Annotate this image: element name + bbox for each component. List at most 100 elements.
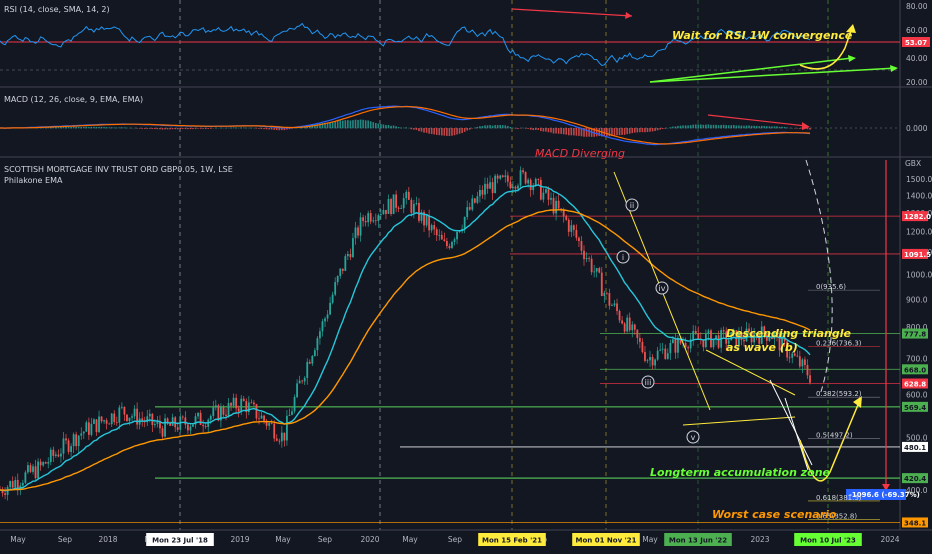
triangle-annotation[interactable]: as wave (b) [726, 341, 798, 354]
candle-body [60, 454, 62, 457]
candle-body [309, 362, 311, 364]
macd-histogram-bar [101, 127, 103, 128]
candle-body [677, 338, 679, 353]
candle-body [451, 242, 453, 248]
candle-body [568, 220, 570, 232]
candle-body [118, 407, 120, 422]
rsi-tick: 80.00 [906, 2, 928, 11]
candle-body [273, 424, 275, 439]
macd-histogram-bar [230, 128, 232, 129]
price-tick: 600.0 [906, 391, 928, 400]
candle-body [649, 357, 651, 360]
currency-label: GBX [905, 159, 921, 168]
macd-histogram-bar [512, 128, 514, 129]
candle-body [446, 241, 448, 246]
candle-body [517, 186, 519, 189]
candle-body [591, 259, 593, 272]
price-tick: 1400.0 [906, 191, 932, 200]
macd-histogram-bar [200, 128, 202, 129]
macd-annotation[interactable]: MACD Diverging [535, 147, 625, 160]
macd-histogram-bar [121, 127, 123, 128]
candle-body [512, 187, 514, 188]
macd-histogram-bar [60, 127, 62, 128]
macd-histogram-bar [690, 125, 692, 128]
candle-body [687, 347, 689, 348]
candle-body [697, 333, 699, 339]
macd-histogram-bar [606, 128, 608, 136]
macd-histogram-bar [177, 128, 179, 129]
candle-body [58, 455, 60, 457]
candle-body [685, 343, 687, 347]
time-tick: May [642, 535, 658, 544]
candle-body [489, 182, 491, 188]
macd-histogram-bar [174, 128, 176, 129]
macd-histogram-bar [83, 127, 85, 128]
candle-body [212, 408, 214, 416]
macd-histogram-bar [535, 128, 537, 130]
macd-histogram-bar [263, 128, 265, 129]
worst-case-annotation[interactable]: Worst case scenario [712, 508, 837, 521]
macd-histogram-bar [423, 128, 425, 133]
candle-body [550, 198, 552, 200]
candle-body [504, 175, 506, 177]
macd-histogram-bar [164, 128, 166, 129]
macd-histogram-bar [428, 128, 430, 134]
macd-histogram-bar [185, 128, 187, 129]
candle-body [479, 190, 481, 196]
macd-histogram-bar [664, 128, 666, 129]
macd-histogram-bar [360, 120, 362, 129]
candle-body [271, 423, 273, 424]
macd-histogram-bar [228, 128, 230, 129]
indicator-name: Philakone EMA [4, 176, 63, 185]
triangle-annotation[interactable]: Descending triangle [726, 327, 851, 340]
macd-histogram-bar [444, 128, 446, 136]
macd-histogram-bar [416, 128, 418, 130]
macd-histogram-bar [510, 127, 512, 128]
rsi-annotation[interactable]: Wait for RSI 1W convergence [672, 29, 853, 42]
candle-body [436, 229, 438, 235]
candle-body [68, 440, 70, 452]
macd-histogram-bar [80, 127, 82, 128]
macd-histogram-bar [621, 128, 623, 135]
macd-histogram-bar [680, 126, 682, 129]
candle-body [372, 220, 374, 221]
macd-histogram-bar [146, 128, 148, 129]
macd-histogram-bar [626, 128, 628, 134]
macd-zero-tick: 0.000 [906, 124, 928, 133]
time-tick: 2023 [750, 535, 769, 544]
macd-histogram-bar [799, 128, 801, 129]
candle-body [116, 422, 118, 423]
macd-histogram-bar [88, 127, 90, 128]
macd-histogram-bar [258, 128, 260, 129]
candle-body [263, 416, 265, 421]
macd-histogram-bar [708, 124, 710, 128]
macd-histogram-bar [553, 128, 555, 134]
accumulation-annotation[interactable]: Longterm accumulation zone [650, 466, 831, 479]
candle-body [306, 362, 308, 378]
macd-histogram-bar [141, 128, 143, 129]
candle-body [52, 450, 54, 456]
macd-histogram-bar [202, 128, 204, 129]
candle-body [609, 293, 611, 306]
candle-body [149, 414, 151, 417]
macd-histogram-bar [489, 125, 491, 128]
candle-body [669, 343, 671, 353]
macd-histogram-bar [713, 125, 715, 128]
macd-histogram-bar [733, 125, 735, 128]
fib-label: 0.5(497.2) [816, 432, 853, 440]
candle-body [598, 268, 600, 272]
candle-body [388, 199, 390, 214]
macd-histogram-bar [692, 125, 694, 129]
candle-body [197, 413, 199, 416]
macd-histogram-bar [723, 125, 725, 128]
fib-label: 0.236(736.3) [816, 339, 862, 347]
candle-body [636, 330, 638, 338]
candle-body [85, 422, 87, 431]
macd-histogram-bar [400, 128, 402, 129]
macd-histogram-bar [456, 128, 458, 134]
macd-histogram-bar [68, 127, 70, 128]
macd-histogram-bar [652, 128, 654, 131]
candle-body [182, 417, 184, 418]
